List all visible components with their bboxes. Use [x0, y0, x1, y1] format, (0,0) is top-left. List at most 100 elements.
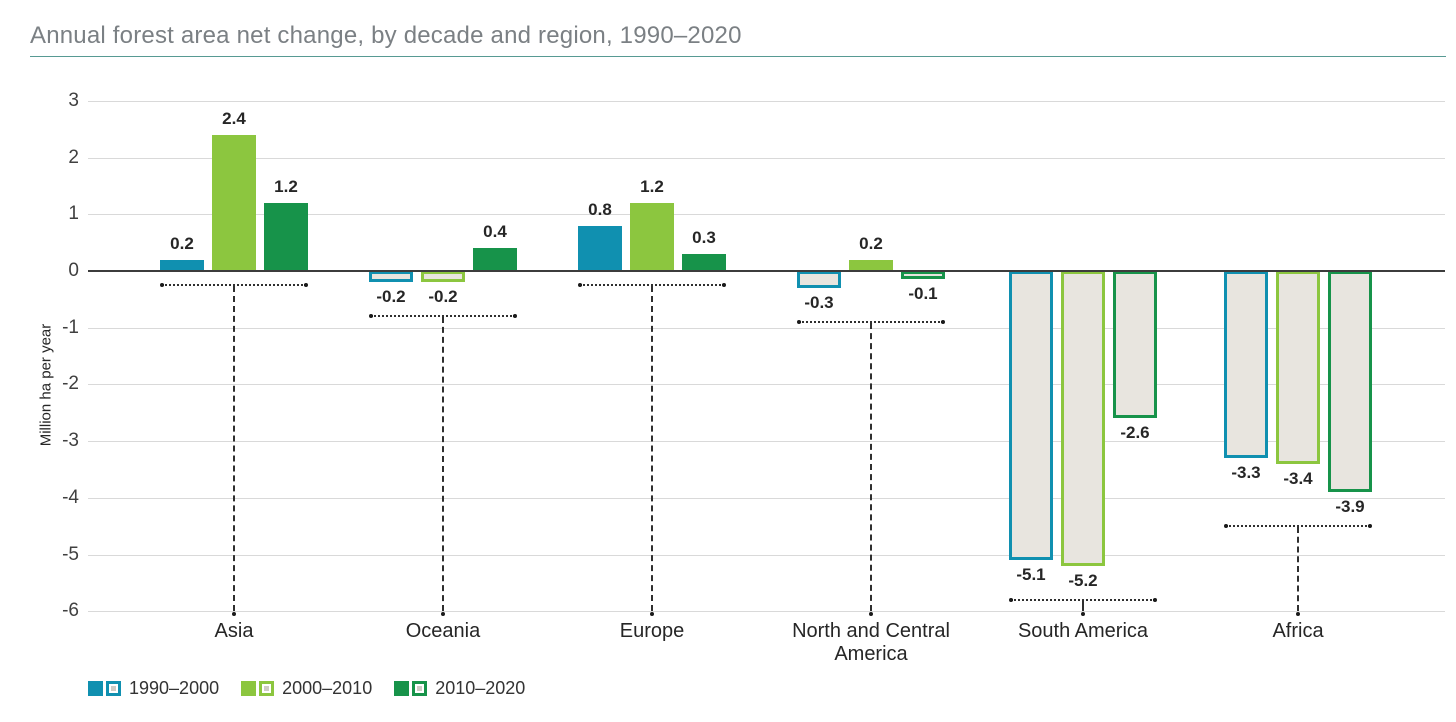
bracket-end-dot	[232, 612, 236, 616]
legend-solid-swatch	[88, 681, 103, 696]
bar-2010–2020-Africa	[1328, 271, 1372, 493]
value-label: 0.8	[588, 199, 612, 219]
chart-title: Annual forest area net change, by decade…	[30, 22, 742, 49]
bracket-leader-line	[870, 323, 872, 611]
gridline	[88, 100, 1445, 102]
legend-item: 2000–2010	[241, 678, 372, 699]
legend-label: 2000–2010	[282, 678, 373, 698]
gridline	[88, 327, 1445, 329]
bracket-end-dot	[513, 314, 517, 319]
bracket-end-dot	[369, 314, 373, 319]
bar-1990–2000-Oceania	[369, 271, 413, 283]
category-label-asia: Asia	[214, 620, 254, 642]
bar-2010–2020-Asia	[264, 202, 308, 271]
legend: 1990–2000 2000–2010 2010–2020	[88, 678, 525, 699]
value-label: -3.3	[1231, 463, 1261, 483]
value-label: 1.2	[274, 176, 298, 196]
bar-1990–2000-South America	[1009, 271, 1053, 561]
bracket-end-dot	[869, 612, 873, 616]
bracket-line	[1226, 525, 1370, 528]
bar-1990–2000-Asia	[160, 259, 204, 271]
legend-item: 2010–2020	[394, 678, 525, 699]
bar-2000–2010-North and Central America	[849, 259, 893, 271]
bar-2010–2020-Oceania	[473, 248, 517, 271]
y-axis-title: Million ha per year	[37, 323, 55, 447]
bracket-line	[799, 321, 943, 323]
gridline	[88, 214, 1445, 216]
y-tick-label: 0	[68, 260, 79, 281]
bracket-end-dot	[1296, 612, 1300, 616]
bracket-end-dot	[722, 283, 726, 287]
bracket-leader-line	[651, 286, 653, 611]
bracket-leader-line	[1297, 527, 1299, 611]
bar-2010–2020-Europe	[682, 253, 726, 271]
value-label: 1.2	[640, 176, 664, 196]
y-tick-label: -6	[62, 600, 79, 622]
legend-item: 1990–2000	[88, 678, 219, 699]
legend-solid-swatch	[241, 681, 257, 696]
legend-solid-swatch	[394, 681, 410, 696]
bracket-leader-line	[442, 317, 444, 611]
y-tick-label: -2	[62, 373, 79, 395]
bracket-end-dot	[1009, 597, 1013, 602]
value-label: -5.2	[1068, 570, 1098, 590]
bracket-end-dot	[578, 283, 582, 287]
bracket-line	[1011, 598, 1155, 601]
bracket-end-dot	[797, 320, 801, 324]
y-tick-label: -3	[62, 430, 79, 452]
value-label: -2.6	[1120, 423, 1150, 443]
value-label: -5.1	[1016, 565, 1046, 585]
category-label-north-and-central-america: North and Central America	[792, 620, 950, 665]
gridline	[88, 384, 1445, 386]
bar-2000–2010-Africa	[1276, 271, 1320, 464]
category-label-europe: Europe	[619, 620, 685, 642]
value-label: -0.1	[908, 284, 938, 303]
bracket-end-dot	[160, 283, 164, 287]
category-label-oceania: Oceania	[405, 620, 481, 642]
value-label: -0.2	[376, 287, 406, 307]
bracket-leader-line	[233, 286, 235, 611]
category-label-south-america: South America	[1017, 620, 1149, 642]
gridline	[88, 441, 1445, 443]
value-label: -3.9	[1335, 497, 1365, 517]
value-label: 0.2	[859, 233, 883, 253]
bracket-line	[580, 284, 724, 286]
bar-1990–2000-North and Central America	[797, 271, 841, 288]
bar-2010–2020-North and Central America	[901, 271, 945, 279]
legend-swatch-inner-square	[111, 686, 116, 691]
bar-2000–2010-Europe	[630, 202, 674, 271]
y-tick-label: 3	[68, 89, 79, 111]
bracket-end-dot	[650, 612, 654, 616]
value-label: -3.4	[1283, 468, 1313, 488]
gridline	[88, 611, 1445, 613]
bar-1990–2000-Africa	[1224, 271, 1268, 459]
legend-outline-swatch	[106, 681, 121, 696]
y-tick-label: -4	[62, 486, 79, 508]
value-label: 0.4	[483, 222, 507, 242]
legend-label: 2010–2020	[435, 678, 526, 698]
bracket-leader-line	[1082, 600, 1084, 611]
value-label: -0.2	[428, 287, 458, 307]
legend-swatch-inner-square	[417, 686, 423, 691]
legend-outline-swatch	[412, 681, 428, 696]
y-tick-label: 2	[68, 146, 79, 168]
value-label: 0.2	[170, 233, 194, 253]
value-label: -0.3	[804, 293, 834, 312]
gridline	[88, 157, 1445, 159]
y-tick-label: -1	[62, 316, 79, 338]
bracket-end-dot	[1081, 612, 1085, 616]
gridline	[88, 497, 1445, 499]
value-label: 2.4	[222, 108, 246, 128]
bar-2010–2020-South America	[1113, 271, 1157, 419]
zero-axis-line	[88, 270, 1445, 272]
legend-swatch-inner-square	[264, 686, 270, 691]
bar-2000–2010-Asia	[212, 134, 256, 271]
bracket-line	[162, 284, 306, 286]
bracket-end-dot	[941, 320, 945, 324]
gridline	[88, 554, 1445, 556]
bracket-end-dot	[441, 612, 445, 616]
legend-outline-swatch	[259, 681, 275, 696]
bar-2000–2010-South America	[1061, 271, 1105, 566]
